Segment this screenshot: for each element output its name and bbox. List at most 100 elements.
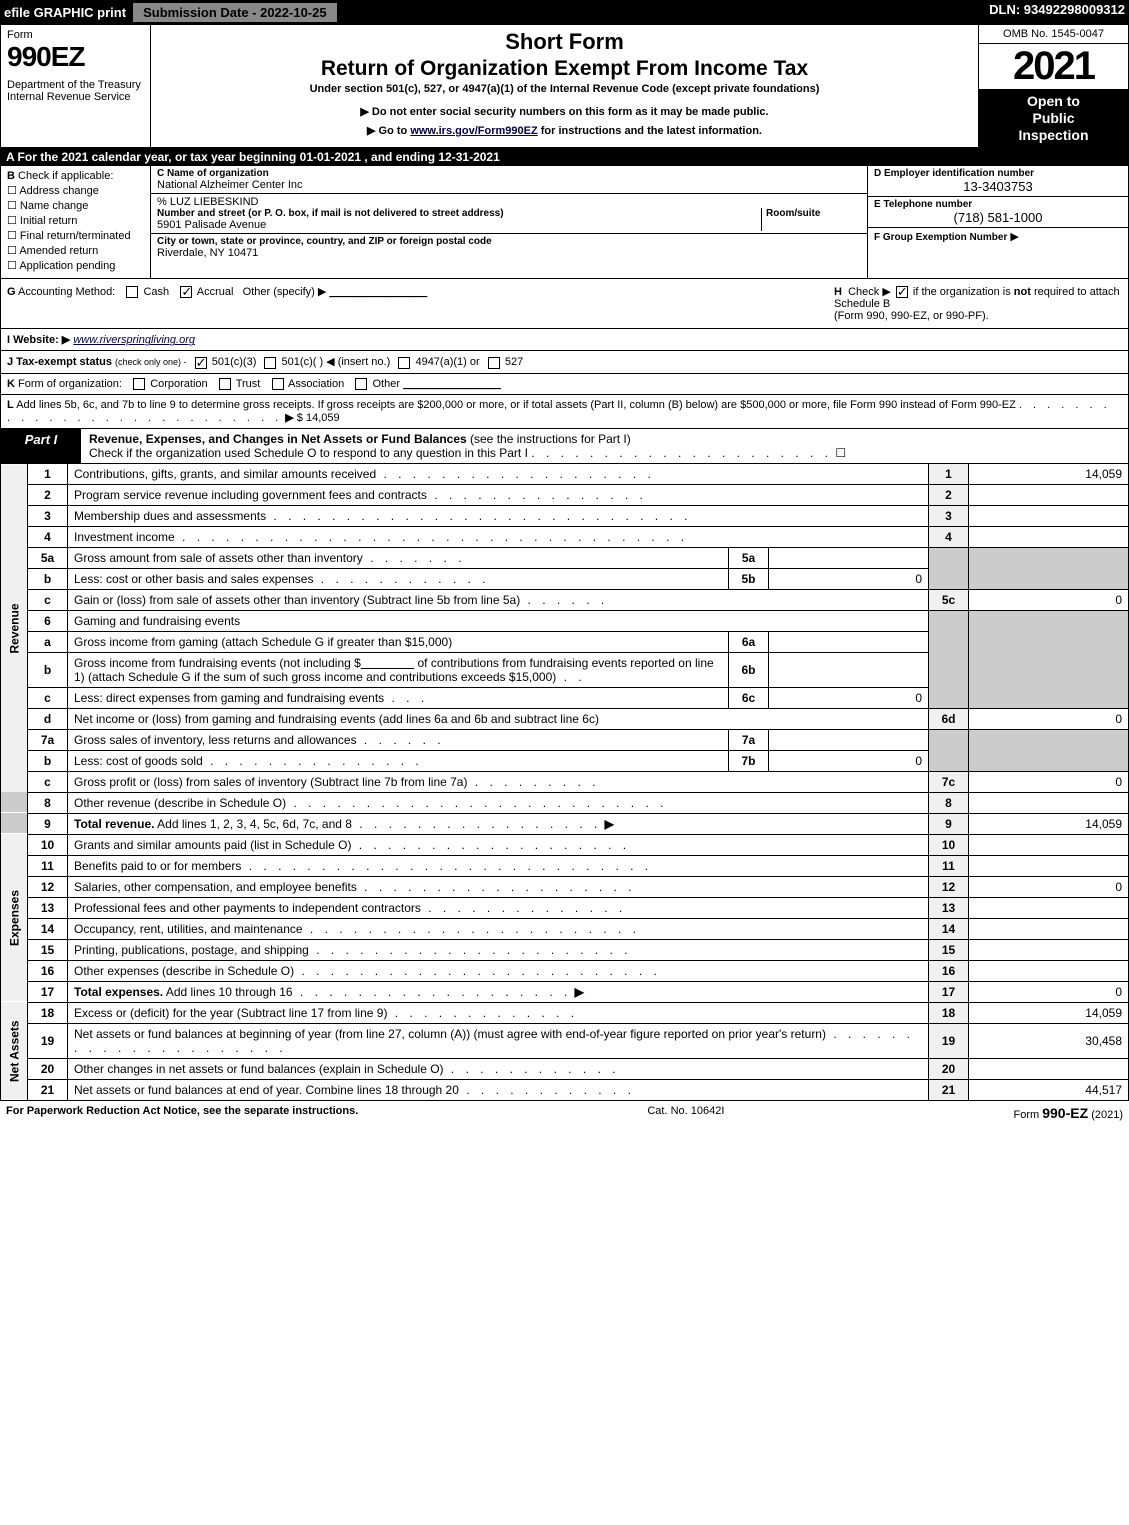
group-exemption-label: F Group Exemption Number [874,232,1007,243]
checkbox-application-pending[interactable]: ☐ Application pending [7,259,144,272]
checkbox-corporation[interactable] [133,378,145,390]
accrual-label: Accrual [197,286,234,298]
line-5b-desc: Less: cost or other basis and sales expe… [68,568,729,589]
line-7c-value: 0 [969,771,1129,792]
checkbox-association[interactable] [272,378,284,390]
line-7c-refnum: 7c [929,771,969,792]
k-trust: Trust [236,378,261,390]
column-b-checkboxes: B Check if applicable: ☐ Address change … [1,166,151,278]
lead-k: K [7,378,15,390]
section-bcdef: B Check if applicable: ☐ Address change … [0,166,1129,279]
part-1-label: Part I [1,429,81,463]
line-4-desc: Investment income . . . . . . . . . . . … [68,526,929,547]
checkbox-other-org[interactable] [355,378,367,390]
line-num-8: 8 [28,792,68,813]
line-6b-sub-refnum: 6b [729,652,769,687]
org-name-value: National Alzheimer Center Inc [157,179,861,191]
tel-label: E Telephone number [874,199,1122,210]
line-7c-desc: Gross profit or (loss) from sales of inv… [68,771,929,792]
city-value: Riverdale, NY 10471 [157,247,861,259]
line-6d-value: 0 [969,708,1129,729]
checkbox-name-change[interactable]: ☐ Name change [7,199,144,212]
checkbox-501c3[interactable] [195,357,207,369]
line-6b-desc: Gross income from fundraising events (no… [68,652,729,687]
line-num-6d: d [28,708,68,729]
short-form-title: Short Form [157,29,972,55]
line-num-7c: c [28,771,68,792]
side-label-expenses: Expenses [1,834,28,1002]
other-blank: ________________ [329,286,427,298]
k-text: Form of organization: [18,378,122,390]
k-blank: ________________ [403,378,501,390]
j-501c: 501(c)( ) [282,356,324,368]
lead-i: I Website: ▶ [7,334,70,346]
line-5c-desc: Gain or (loss) from sale of assets other… [68,589,929,610]
shade-5ab [929,547,969,589]
org-name-label: C Name of organization [157,168,861,179]
line-11-desc: Benefits paid to or for members . . . . … [68,855,929,876]
line-num-6: 6 [28,610,68,631]
line-6a-desc: Gross income from gaming (attach Schedul… [68,631,729,652]
line-5b-sub-value: 0 [769,568,929,589]
checkbox-final-return[interactable]: ☐ Final return/terminated [7,229,144,242]
line-num-13: 13 [28,897,68,918]
line-2-desc: Program service revenue including govern… [68,484,929,505]
cash-label: Cash [143,286,169,298]
k-other: Other [372,378,400,390]
line-17-refnum: 17 [929,981,969,1002]
line-11-refnum: 11 [929,855,969,876]
opt-application-pending: Application pending [19,260,115,272]
line-3-value [969,505,1129,526]
line-17-value: 0 [969,981,1129,1002]
header-left: Form 990EZ Department of the Treasury In… [1,25,151,147]
h-if-org: if the organization is [913,286,1014,298]
website-link[interactable]: www.riverspringliving.org [73,334,195,346]
checkbox-accrual[interactable] [180,286,192,298]
line-6a-sub-refnum: 6a [729,631,769,652]
line-1-desc: Contributions, gifts, grants, and simila… [68,464,929,485]
line-num-18: 18 [28,1002,68,1023]
part-1-check-box[interactable]: ☐ [835,446,846,460]
line-8-desc: Other revenue (describe in Schedule O) .… [68,792,929,813]
k-corp: Corporation [150,378,207,390]
lead-h: H [834,286,842,298]
open-inspection: Open to Public Inspection [979,89,1128,147]
l-text: Add lines 5b, 6c, and 7b to line 9 to de… [16,399,1016,411]
line-2-refnum: 2 [929,484,969,505]
row-gh: G Accounting Method: Cash Accrual Other … [0,279,1129,329]
checkbox-trust[interactable] [219,378,231,390]
line-9-desc: Total revenue. Add lines 1, 2, 3, 4, 5c,… [68,813,929,834]
lead-b: B [7,170,15,182]
checkbox-501c[interactable] [264,357,276,369]
checkbox-address-change[interactable]: ☐ Address change [7,184,144,197]
row-a-tax-year: A For the 2021 calendar year, or tax yea… [0,148,1129,166]
irs-link[interactable]: www.irs.gov/Form990EZ [410,125,537,137]
checkbox-cash[interactable] [126,286,138,298]
line-num-7a: 7a [28,729,68,750]
line-5a-desc: Gross amount from sale of assets other t… [68,547,729,568]
checkbox-initial-return[interactable]: ☐ Initial return [7,214,144,227]
line-20-refnum: 20 [929,1058,969,1079]
street-value: 5901 Palisade Avenue [157,219,761,231]
line-19-value: 30,458 [969,1023,1129,1058]
checkbox-527[interactable] [488,357,500,369]
line-15-desc: Printing, publications, postage, and shi… [68,939,929,960]
header-middle: Short Form Return of Organization Exempt… [151,25,978,147]
line-14-refnum: 14 [929,918,969,939]
h-form-990: (Form 990, 990-EZ, or 990-PF). [834,310,989,322]
line-10-refnum: 10 [929,834,969,855]
line-7b-desc: Less: cost of goods sold . . . . . . . .… [68,750,729,771]
line-num-5b: b [28,568,68,589]
line-13-refnum: 13 [929,897,969,918]
submission-date-button[interactable]: Submission Date - 2022-10-25 [132,2,338,23]
tel-value: (718) 581-1000 [874,210,1122,225]
line-2-value [969,484,1129,505]
checkbox-4947[interactable] [398,357,410,369]
goto-instructions: ▶ Go to www.irs.gov/Form990EZ for instru… [157,124,972,137]
checkbox-schedule-b[interactable] [896,286,908,298]
checkbox-amended-return[interactable]: ☐ Amended return [7,244,144,257]
schedule-b-check: H Check ▶ if the organization is not req… [828,279,1128,328]
l-value: $ 14,059 [297,412,340,424]
line-6c-desc: Less: direct expenses from gaming and fu… [68,687,729,708]
page-footer: For Paperwork Reduction Act Notice, see … [0,1101,1129,1125]
